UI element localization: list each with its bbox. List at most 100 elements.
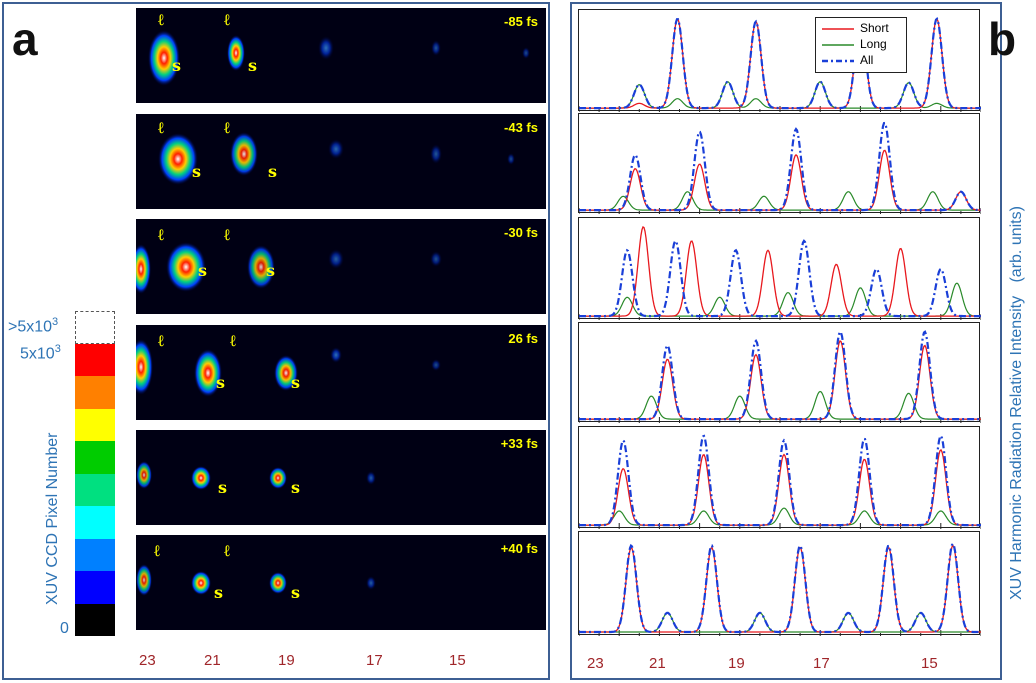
x-tick-label: 15 — [449, 652, 466, 669]
ccd-image-1: -85 fs ℓ ℓ s s — [136, 8, 546, 103]
harmonic-spot — [431, 359, 441, 371]
series-line-long — [579, 390, 981, 420]
short-trajectory-mark: s — [214, 583, 224, 602]
colorbar — [75, 311, 115, 636]
long-trajectory-mark: ℓ — [230, 331, 236, 350]
harmonic-spot — [430, 144, 442, 164]
long-trajectory-mark: ℓ — [158, 225, 164, 244]
colorbar-zero-label: 0 — [60, 620, 69, 637]
colorbar-segment — [75, 473, 115, 506]
ccd-image-6: +40 fs ℓ ℓ s s — [136, 535, 546, 630]
colorbar-segment — [75, 408, 115, 441]
colorbar-segment — [75, 538, 115, 571]
series-line-long — [579, 81, 981, 109]
harmonic-spot — [318, 36, 334, 60]
delay-label: +33 fs — [500, 436, 538, 451]
harmonic-spot — [366, 471, 376, 485]
x-tick-label: 19 — [278, 652, 295, 669]
series-line-short — [579, 149, 981, 211]
series-line-short — [579, 17, 981, 109]
long-trajectory-mark: ℓ — [154, 541, 160, 560]
lineout-plot-2 — [578, 113, 981, 214]
short-trajectory-mark: s — [218, 478, 228, 497]
harmonic-spot — [269, 467, 287, 489]
x-tick-label: 19 — [728, 655, 745, 672]
series-line-long — [579, 507, 981, 526]
short-trajectory-mark: s — [291, 373, 301, 392]
x-tick-label: 15 — [921, 655, 938, 672]
harmonic-spot — [148, 30, 180, 86]
lineout-plot-5 — [578, 426, 981, 529]
delay-label: +40 fs — [500, 541, 538, 556]
delay-label: -30 fs — [504, 225, 538, 240]
short-trajectory-mark: s — [172, 56, 182, 75]
colorbar-segment — [75, 506, 115, 539]
ylabel-b: XUV Harmonic Radiation Relative Intensit… — [1008, 206, 1025, 600]
short-trajectory-mark: s — [192, 162, 202, 181]
panel-a-letter: a — [12, 13, 38, 65]
long-trajectory-mark: ℓ — [224, 10, 230, 29]
panel-b-letter: b — [988, 13, 1017, 65]
harmonic-spot — [227, 35, 245, 71]
long-trajectory-mark: ℓ — [158, 118, 164, 137]
harmonic-spot — [274, 355, 298, 391]
colorbar-segment — [75, 376, 115, 409]
harmonic-spot — [430, 251, 442, 267]
harmonic-spot — [230, 132, 258, 176]
short-trajectory-mark: s — [248, 56, 258, 75]
legend: Short Long All — [815, 17, 907, 73]
series-line-long — [579, 612, 981, 633]
lineout-plot-1 — [578, 9, 981, 112]
colorbar-segment — [75, 441, 115, 474]
series-line-short — [579, 340, 981, 420]
panel-b-frame — [570, 2, 1002, 680]
legend-all: All — [820, 53, 906, 69]
colorbar-segment — [75, 571, 115, 604]
series-line-short — [579, 544, 981, 633]
harmonic-spot — [366, 576, 376, 590]
lineout-plot-3 — [578, 217, 981, 320]
panel-a-frame — [2, 2, 550, 680]
colorbar-segment — [75, 603, 115, 636]
x-tick-label: 21 — [649, 655, 666, 672]
legend-long-label: Long — [860, 37, 887, 51]
ylabel-a: XUV CCD Pixel Number — [44, 432, 61, 605]
x-tick-label: 17 — [813, 655, 830, 672]
series-line-short — [579, 448, 981, 526]
short-trajectory-mark: s — [291, 583, 301, 602]
series-line-short — [579, 225, 981, 317]
ccd-image-5: +33 fs s s — [136, 430, 546, 525]
short-trajectory-mark: s — [291, 478, 301, 497]
short-trajectory-mark: s — [266, 261, 276, 280]
series-line-all — [579, 330, 981, 421]
delay-label: -43 fs — [504, 120, 538, 135]
legend-short: Short — [820, 21, 906, 37]
harmonic-spot — [328, 139, 344, 159]
long-trajectory-mark: ℓ — [224, 541, 230, 560]
ccd-image-2: -43 fs ℓ ℓ s s — [136, 114, 546, 209]
harmonic-spot — [247, 245, 275, 289]
harmonic-spot — [166, 242, 206, 292]
long-trajectory-mark: ℓ — [224, 225, 230, 244]
harmonic-spot — [330, 347, 342, 363]
harmonic-spot — [158, 133, 198, 185]
legend-all-label: All — [860, 53, 874, 67]
x-tick-label: 17 — [366, 652, 383, 669]
legend-short-label: Short — [860, 21, 889, 35]
harmonic-spot — [431, 40, 441, 56]
ccd-image-3: -30 fs ℓ ℓ s s — [136, 219, 546, 314]
harmonic-spot — [136, 339, 153, 395]
x-tick-label: 21 — [204, 652, 221, 669]
harmonic-spot — [194, 349, 222, 397]
short-trajectory-mark: s — [198, 261, 208, 280]
harmonic-spot — [136, 244, 151, 294]
long-trajectory-mark: ℓ — [158, 10, 164, 29]
series-line-all — [579, 541, 981, 634]
lineout-plot-6 — [578, 531, 981, 636]
series-line-all — [579, 16, 981, 110]
ccd-image-4: 26 fs ℓ ℓ s s — [136, 325, 546, 420]
harmonic-spot — [136, 461, 152, 489]
harmonic-spot — [191, 571, 211, 595]
delay-label: 26 fs — [508, 331, 538, 346]
colorbar-mid-label: 5x103 — [20, 343, 61, 363]
